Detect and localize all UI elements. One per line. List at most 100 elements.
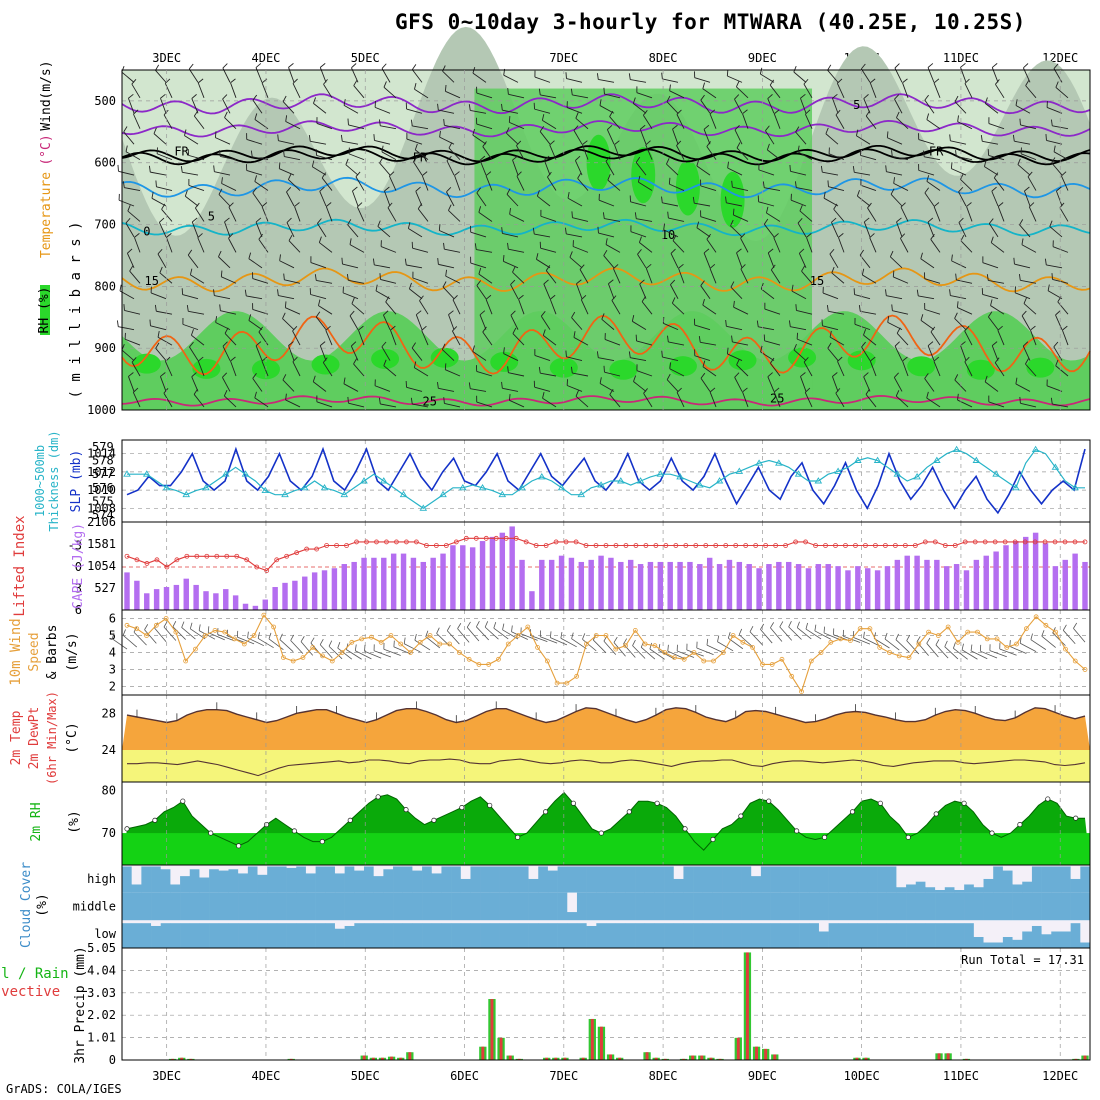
wind-barb-flag — [700, 179, 702, 186]
cloud-cover-bar — [1031, 892, 1042, 921]
wind-barb-shaft — [920, 319, 935, 331]
wind-barb — [800, 93, 807, 114]
wind-barb — [224, 217, 231, 238]
wind-barb-flag — [767, 248, 774, 254]
wind-barb — [122, 181, 141, 191]
wind-barb-flag — [218, 188, 223, 195]
li-marker — [593, 543, 599, 548]
wind-barb-flag — [633, 375, 637, 382]
wind-barb — [478, 267, 493, 284]
wind-barb — [957, 393, 973, 408]
wind-barb-flag — [577, 172, 582, 179]
cloud-cover-bar — [1051, 866, 1062, 893]
wind-barb-flag — [597, 226, 599, 234]
cloud-row-label: high — [87, 872, 116, 886]
wind-barb — [286, 217, 295, 238]
cloud-cover-clear — [1022, 920, 1033, 932]
wind-barb-shaft — [512, 271, 525, 284]
rh-wet-blob — [609, 359, 638, 380]
cape-bar — [144, 593, 150, 610]
wind-barb — [895, 390, 909, 408]
wind-barb-flag — [443, 242, 445, 250]
wind-barb-10m — [944, 640, 959, 660]
wind-barb — [228, 202, 237, 222]
cloud-cover-bar — [886, 892, 897, 921]
wind-barb-shaft — [288, 240, 301, 253]
wind-barb-shaft — [822, 171, 839, 176]
wind-barb-10m-flag — [916, 636, 921, 643]
cloud-cover-bar — [664, 866, 675, 893]
wind-barb-shaft — [224, 117, 237, 130]
wind-barb — [916, 289, 935, 300]
cape-bar — [1023, 536, 1029, 610]
wind-barb-10m-flag — [863, 631, 865, 639]
wind-barb-flag — [643, 110, 648, 116]
wind-barb-shaft — [412, 125, 429, 130]
wind-barb — [740, 233, 749, 253]
wind-barb-10m-shaft — [677, 650, 695, 658]
wind-barb-10m-shaft — [133, 631, 147, 646]
rh2m-marker — [961, 800, 967, 806]
wind-barb — [662, 316, 679, 331]
wind-barb-flag — [287, 173, 292, 180]
wind-barb-flag — [894, 94, 900, 100]
wind-barb — [709, 109, 717, 129]
wind-barb-shaft — [188, 184, 205, 191]
wind-barb-shaft — [246, 295, 263, 300]
thickness-marker — [241, 470, 250, 477]
cloud-cover-clear — [528, 920, 539, 924]
wind-barb-flag — [219, 150, 221, 157]
wind-speed-marker — [476, 662, 482, 667]
cloud-cover-clear — [615, 920, 626, 924]
cloud-cover-bar — [518, 923, 529, 948]
wind-barb-shaft — [694, 324, 711, 331]
cloud-cover-clear — [199, 865, 210, 878]
wind-barb-10m — [895, 633, 910, 653]
wind-barb — [639, 124, 647, 145]
credit-label: GrADS: COLA/IGES — [6, 1082, 122, 1096]
rh2m-marker — [905, 834, 911, 840]
wind-barb-shaft — [163, 392, 173, 408]
wind-barb-shaft — [358, 329, 365, 346]
wind-barb — [470, 256, 487, 269]
wind-barb-shaft — [582, 144, 589, 160]
wind-barb-flag — [735, 80, 740, 87]
wind-barb — [512, 155, 519, 176]
wind-barb-flag — [191, 372, 197, 378]
cloud-cover-clear — [460, 920, 471, 924]
wind-barb-shaft — [159, 272, 173, 284]
wind-barb-shaft — [415, 149, 429, 160]
cape-bar — [321, 570, 328, 610]
wind-barb — [869, 356, 877, 377]
wind-barb-shaft — [926, 180, 941, 191]
rh2m-marker — [738, 813, 744, 819]
wind-barb — [569, 251, 583, 269]
wind-barb-shaft — [566, 78, 583, 83]
cloud-cover-clear — [712, 920, 723, 924]
wind-barb-shaft — [476, 370, 493, 377]
cloud-cover-bar — [238, 892, 249, 921]
wind-barb-flag — [730, 281, 735, 288]
wind-barb — [853, 288, 871, 300]
wind-barb-flag — [918, 133, 920, 140]
wind-barb-flag — [703, 248, 710, 254]
wind-barb-10m-flag — [970, 644, 973, 651]
wind-barb — [252, 94, 263, 114]
wind-barb — [441, 343, 455, 361]
wind-barb-flag — [405, 102, 408, 110]
wind-barb-flag — [282, 95, 287, 102]
wind-barb-flag — [353, 79, 358, 86]
wind-barb-flag — [951, 254, 953, 261]
wind-barb — [549, 294, 557, 315]
wind-barb-shaft — [534, 386, 551, 392]
wind-barb-shaft — [924, 192, 935, 207]
wind-barb-shaft — [125, 222, 135, 238]
wind-barb — [567, 191, 583, 207]
wind-barb-shaft — [954, 379, 967, 392]
wind-barb-flag — [127, 205, 131, 212]
wind-barb-shaft — [918, 295, 935, 300]
wind-barb — [479, 310, 487, 330]
wind-barb — [472, 345, 487, 361]
cape-bar — [361, 557, 367, 610]
cloud-cover-clear — [770, 865, 781, 867]
